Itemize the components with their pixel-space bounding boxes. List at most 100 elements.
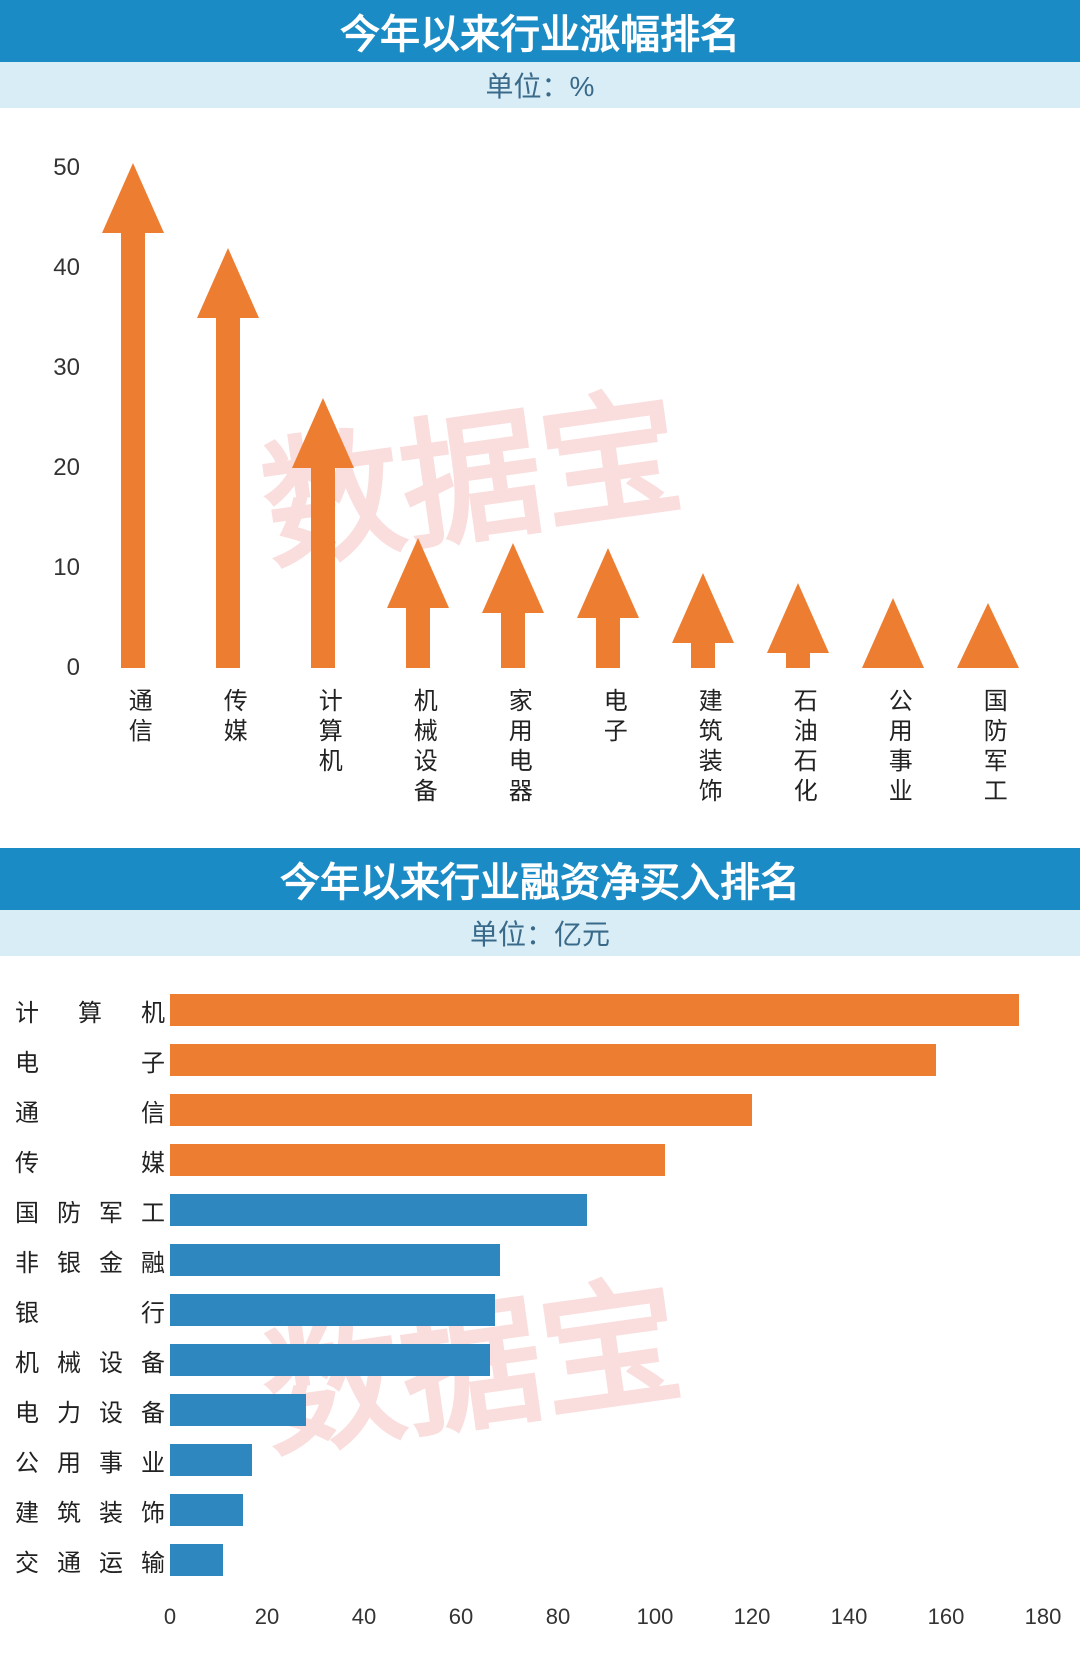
chart-1-category-label: 建筑装饰 [690, 688, 725, 808]
arrow-stem [311, 468, 335, 668]
chart-1-category-label: 计算机 [310, 688, 345, 778]
arrow-stem [596, 618, 620, 668]
arrow-head-icon [482, 543, 544, 613]
chart-2-bar [170, 994, 1019, 1026]
chart-2-row: 电子 [15, 1036, 165, 1084]
chart-1-arrow [577, 548, 639, 668]
chart-2-bar [170, 1194, 587, 1226]
arrow-head-icon [197, 248, 259, 318]
chart-1-ytick: 0 [20, 654, 80, 682]
chart-1-arrow [672, 573, 734, 668]
chart-2-xtick: 140 [831, 1604, 868, 1630]
chart-1-block: 今年以来行业涨幅排名 单位：% 数据宝 01020304050通信传媒计算机机械… [0, 0, 1080, 828]
chart-2-xtick: 40 [352, 1604, 376, 1630]
chart-2-bar [170, 1444, 252, 1476]
chart-1-ytick: 10 [20, 554, 80, 582]
chart-1-subtitle: 单位：% [0, 62, 1080, 108]
chart-1-category-label: 国防军工 [975, 688, 1010, 808]
chart-1-ytick: 50 [20, 154, 80, 182]
chart-2-row: 通信 [15, 1086, 165, 1134]
chart-1-arrow [957, 603, 1019, 668]
arrow-stem [216, 318, 240, 668]
chart-1-arrow [387, 538, 449, 668]
arrow-head-icon [672, 573, 734, 643]
arrow-stem [501, 613, 525, 668]
chart-1-category-label: 电子 [595, 688, 630, 748]
chart-1-category-label: 公用事业 [880, 688, 915, 808]
chart-2-title: 今年以来行业融资净买入排名 [0, 848, 1080, 910]
chart-2-bar [170, 1144, 665, 1176]
chart-2-category-label: 国防军工 [15, 1193, 165, 1228]
chart-2-row: 交通运输 [15, 1536, 165, 1584]
chart-2-bar [170, 1394, 306, 1426]
chart-2-xtick: 20 [255, 1604, 279, 1630]
chart-1-category-label: 石油石化 [785, 688, 820, 808]
chart-1-plot: 数据宝 01020304050通信传媒计算机机械设备家用电器电子建筑装饰石油石化… [0, 108, 1080, 828]
chart-2-xtick: 120 [734, 1604, 771, 1630]
chart-1-arrow [767, 583, 829, 668]
arrow-head-icon [957, 603, 1019, 668]
arrow-stem [406, 608, 430, 668]
chart-2-row: 计算机 [15, 986, 165, 1034]
chart-2-xtick: 60 [449, 1604, 473, 1630]
chart-2-row: 国防军工 [15, 1186, 165, 1234]
chart-2-xtick: 160 [928, 1604, 965, 1630]
chart-2-xtick: 80 [546, 1604, 570, 1630]
chart-2-bar [170, 1244, 500, 1276]
chart-1-category-label: 传媒 [215, 688, 250, 748]
chart-2-category-label: 机械设备 [15, 1343, 165, 1378]
chart-2-subtitle: 单位：亿元 [0, 910, 1080, 956]
chart-1-arrow [292, 398, 354, 668]
chart-2-bar [170, 1044, 936, 1076]
chart-2-xtick: 100 [637, 1604, 674, 1630]
chart-2-plot: 数据宝 计算机电子通信传媒国防军工非银金融银行机械设备电力设备公用事业建筑装饰交… [0, 956, 1080, 1656]
chart-2-bar [170, 1494, 243, 1526]
chart-2-bar [170, 1344, 490, 1376]
chart-1-arrow [862, 598, 924, 668]
chart-2-bar [170, 1094, 752, 1126]
chart-2-row: 机械设备 [15, 1336, 165, 1384]
divider [0, 828, 1080, 848]
chart-2-category-label: 建筑装饰 [15, 1493, 165, 1528]
arrow-head-icon [577, 548, 639, 618]
chart-2-block: 今年以来行业融资净买入排名 单位：亿元 数据宝 计算机电子通信传媒国防军工非银金… [0, 848, 1080, 1656]
chart-1-title-text: 今年以来行业涨幅排名 [340, 2, 740, 60]
chart-2-category-label: 银行 [15, 1293, 165, 1328]
chart-1-arrow [197, 248, 259, 668]
arrow-head-icon [292, 398, 354, 468]
chart-1-ytick: 30 [20, 354, 80, 382]
chart-2-title-text: 今年以来行业融资净买入排名 [280, 850, 800, 908]
arrow-head-icon [862, 598, 924, 668]
chart-2-subtitle-text: 单位：亿元 [470, 913, 610, 953]
arrow-head-icon [102, 163, 164, 233]
chart-1-category-label: 家用电器 [500, 688, 535, 808]
chart-1-ytick: 20 [20, 454, 80, 482]
chart-1-arrow [102, 163, 164, 668]
arrow-stem [121, 233, 145, 668]
chart-1-ytick: 40 [20, 254, 80, 282]
chart-2-bar [170, 1544, 223, 1576]
chart-2-row: 传媒 [15, 1136, 165, 1184]
chart-2-category-label: 非银金融 [15, 1243, 165, 1278]
chart-2-category-label: 交通运输 [15, 1543, 165, 1578]
chart-2-category-label: 计算机 [15, 993, 165, 1028]
arrow-stem [691, 643, 715, 668]
arrow-head-icon [767, 583, 829, 653]
chart-1-category-label: 机械设备 [405, 688, 440, 808]
chart-1-subtitle-text: 单位：% [486, 65, 595, 105]
chart-2-category-label: 电子 [15, 1043, 165, 1078]
chart-1-title: 今年以来行业涨幅排名 [0, 0, 1080, 62]
chart-1-arrow [482, 543, 544, 668]
chart-2-category-label: 传媒 [15, 1143, 165, 1178]
chart-2-bar [170, 1294, 495, 1326]
chart-1-category-label: 通信 [120, 688, 155, 748]
chart-2-category-label: 公用事业 [15, 1443, 165, 1478]
arrow-head-icon [387, 538, 449, 608]
chart-2-row: 电力设备 [15, 1386, 165, 1434]
arrow-stem [786, 653, 810, 668]
chart-2-row: 银行 [15, 1286, 165, 1334]
chart-2-row: 公用事业 [15, 1436, 165, 1484]
chart-2-xtick: 0 [164, 1604, 176, 1630]
chart-2-category-label: 通信 [15, 1093, 165, 1128]
chart-2-category-label: 电力设备 [15, 1393, 165, 1428]
